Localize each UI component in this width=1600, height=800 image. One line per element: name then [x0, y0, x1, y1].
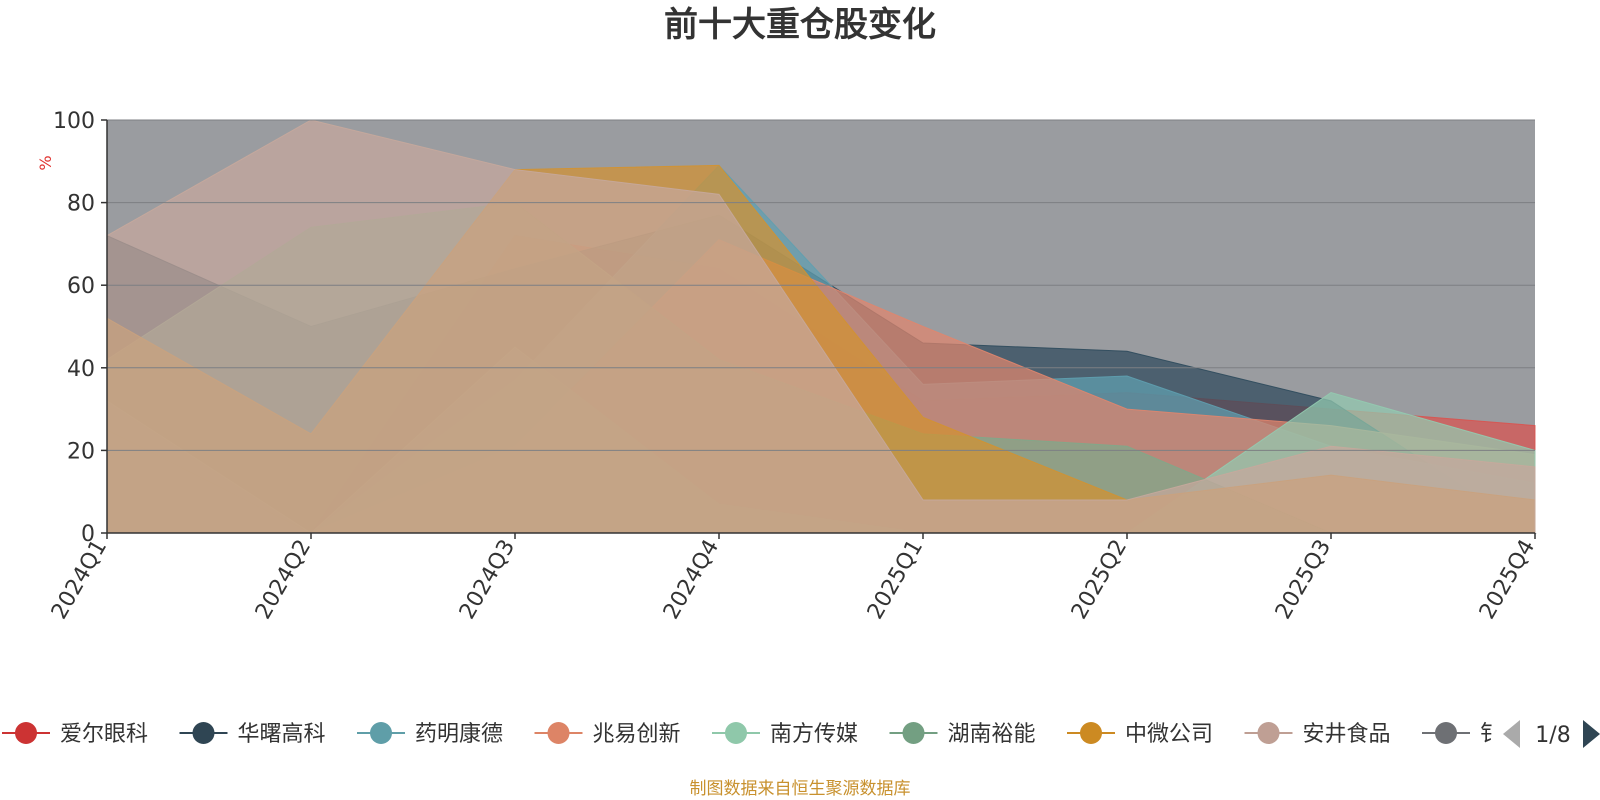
y-tick-label: 100 — [53, 109, 95, 134]
legend-marker-icon — [1257, 722, 1280, 744]
legend-marker-icon — [547, 722, 570, 744]
legend-marker-icon — [1080, 722, 1102, 744]
legend-marker-icon — [192, 722, 215, 744]
legend-label: 安井食品 — [1303, 722, 1391, 747]
legend-label: 药明康德 — [415, 722, 503, 747]
legend-label: 南方传媒 — [770, 722, 858, 747]
legend-label: 爱尔眼科 — [60, 722, 148, 747]
triangle-left-icon[interactable] — [1503, 720, 1520, 748]
legend-label-truncated: 钅 — [1480, 722, 1502, 747]
legend-item-4[interactable]: 兆易创新 — [534, 722, 681, 747]
legend-marker-icon — [902, 722, 925, 744]
x-tick-label: 2024Q4 — [659, 536, 724, 624]
gridlines — [107, 119, 1535, 451]
y-tick-label: 0 — [81, 522, 95, 547]
y-axis-unit: % — [36, 155, 55, 170]
y-tick-label: 80 — [67, 192, 95, 217]
legend: 爱尔眼科 华曙高科 药明康德 兆易创新 南方传媒 湖南裕能 中微公司 安井食品 钅 1/8 — [2, 712, 1600, 756]
legend-item-3[interactable]: 药明康德 — [357, 722, 503, 747]
legend-label: 华曙高科 — [238, 722, 326, 747]
legend-item-5[interactable]: 南方传媒 — [712, 722, 858, 747]
x-tick-label: 2024Q1 — [47, 536, 112, 624]
x-tick-label: 2025Q3 — [1271, 536, 1336, 624]
legend-item-8[interactable]: 安井食品 — [1244, 722, 1391, 747]
x-tick-label: 2025Q2 — [1067, 536, 1132, 624]
legend-item-9[interactable]: 钅 — [1422, 722, 1502, 747]
data-source-note: 制图数据来自恒生聚源数据库 — [690, 779, 911, 799]
x-tick-label: 2025Q4 — [1475, 536, 1540, 624]
legend-item-6[interactable]: 湖南裕能 — [889, 722, 1036, 747]
legend-label: 湖南裕能 — [948, 722, 1036, 747]
triangle-right-icon[interactable] — [1583, 720, 1600, 748]
area-series-8 — [106, 119, 1536, 534]
legend-page-indicator: 1/8 — [1535, 723, 1570, 748]
y-tick-label: 40 — [67, 357, 95, 382]
x-tick-label: 2024Q2 — [251, 536, 316, 624]
legend-marker-icon — [370, 722, 392, 744]
chart-title: 前十大重仓股变化 — [664, 5, 936, 45]
legend-item-7[interactable]: 中微公司 — [1067, 722, 1213, 747]
x-tick-label: 2025Q1 — [863, 536, 928, 624]
legend-item-1[interactable]: 爱尔眼科 — [2, 722, 148, 747]
legend-item-2[interactable]: 华曙高科 — [179, 722, 326, 747]
legend-label: 中微公司 — [1125, 722, 1213, 747]
legend-marker-icon — [1435, 722, 1457, 744]
legend-marker-icon — [725, 722, 747, 744]
y-tick-label: 60 — [67, 274, 95, 299]
legend-label: 兆易创新 — [593, 722, 681, 747]
x-tick-label: 2024Q3 — [455, 536, 520, 624]
legend-marker-icon — [15, 722, 37, 744]
y-tick-label: 20 — [67, 439, 95, 464]
